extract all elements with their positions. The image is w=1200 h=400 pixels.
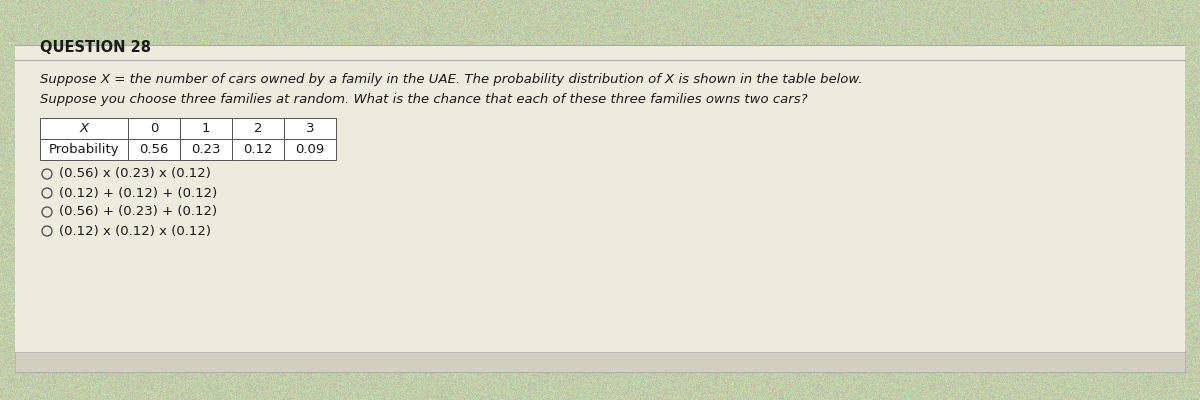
- Text: 0.56: 0.56: [139, 143, 169, 156]
- Text: Suppose X = the number of cars owned by a family in the UAE. The probability dis: Suppose X = the number of cars owned by …: [40, 74, 863, 86]
- Text: 3: 3: [306, 122, 314, 135]
- Text: Suppose you choose three families at random. What is the chance that each of the: Suppose you choose three families at ran…: [40, 94, 808, 106]
- Bar: [180, 118, 232, 139]
- Bar: [232, 118, 284, 139]
- Text: (0.56) + (0.23) + (0.12): (0.56) + (0.23) + (0.12): [59, 206, 217, 218]
- Text: X: X: [79, 122, 89, 135]
- Bar: [14, 352, 1186, 372]
- Bar: [128, 118, 180, 139]
- Bar: [284, 139, 336, 160]
- Text: 1: 1: [202, 122, 210, 135]
- Bar: [40, 118, 128, 139]
- Text: QUESTION 28: QUESTION 28: [40, 40, 151, 54]
- Bar: [180, 139, 232, 160]
- Text: Probability: Probability: [49, 143, 119, 156]
- Text: 0.23: 0.23: [191, 143, 221, 156]
- Bar: [40, 139, 128, 160]
- Text: 0.09: 0.09: [295, 143, 325, 156]
- Text: 0: 0: [150, 122, 158, 135]
- Bar: [128, 139, 180, 160]
- Text: 2: 2: [253, 122, 263, 135]
- Text: (0.12) x (0.12) x (0.12): (0.12) x (0.12) x (0.12): [59, 224, 211, 238]
- Text: 0.12: 0.12: [244, 143, 272, 156]
- Bar: [232, 139, 284, 160]
- Bar: [14, 45, 1186, 372]
- Text: (0.12) + (0.12) + (0.12): (0.12) + (0.12) + (0.12): [59, 186, 217, 200]
- Bar: [284, 118, 336, 139]
- Text: (0.56) x (0.23) x (0.12): (0.56) x (0.23) x (0.12): [59, 168, 211, 180]
